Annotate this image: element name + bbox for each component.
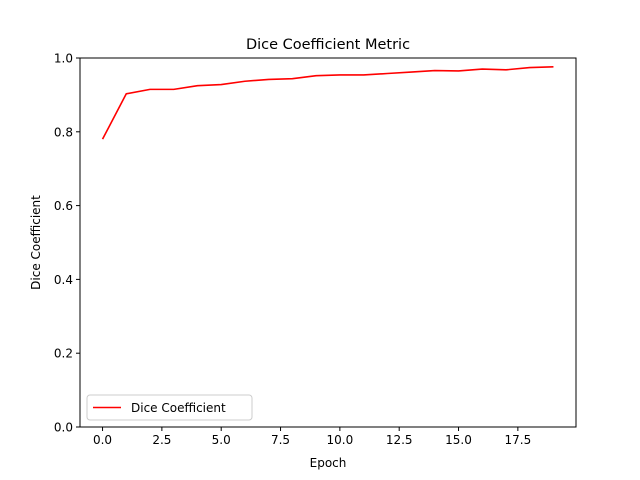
- x-tick-label: 7.5: [271, 433, 290, 447]
- data-point: [292, 78, 294, 80]
- data-point: [220, 84, 222, 86]
- y-axis-ticks: 0.0 0.2 0.4 0.6 0.8 1.0: [54, 52, 80, 435]
- data-point: [458, 70, 460, 72]
- data-point: [197, 85, 199, 87]
- x-axis-ticks: 0.0 2.5 5.0 7.5 10.0 12.5 15.0 17.5: [93, 427, 531, 447]
- x-tick-label: 17.5: [504, 433, 531, 447]
- x-axis-label: Epoch: [310, 456, 347, 470]
- x-tick-label: 12.5: [386, 433, 413, 447]
- legend-frame: [86, 394, 253, 421]
- plot-frame: [79, 57, 577, 428]
- y-tick-label: 1.0: [54, 52, 73, 66]
- y-tick-label: 0.4: [54, 273, 73, 287]
- y-axis-label: Dice Coefficient: [29, 195, 43, 290]
- data-point: [268, 79, 270, 81]
- data-point: [363, 74, 365, 76]
- x-tick-label: 15.0: [445, 433, 472, 447]
- legend-label-dice-coefficient: Dice Coefficient: [131, 401, 226, 415]
- legend: Dice Coefficient: [86, 394, 253, 421]
- y-tick-label: 0.0: [54, 421, 73, 435]
- data-point: [173, 88, 175, 90]
- data-point: [244, 80, 246, 82]
- data-point: [339, 74, 341, 76]
- data-point: [149, 88, 151, 90]
- data-point: [410, 71, 412, 73]
- series-layer: [101, 66, 555, 140]
- data-point: [315, 75, 317, 77]
- data-point: [125, 93, 127, 95]
- data-point: [481, 68, 483, 70]
- chart-title: Dice Coefficient Metric: [246, 37, 410, 53]
- x-tick-label: 5.0: [212, 433, 231, 447]
- data-point: [505, 69, 507, 71]
- y-tick-label: 0.8: [54, 125, 73, 139]
- data-point: [434, 70, 436, 72]
- data-point: [529, 67, 531, 69]
- y-tick-label: 0.6: [54, 199, 73, 213]
- x-tick-label: 2.5: [152, 433, 171, 447]
- data-point: [553, 66, 555, 68]
- x-tick-label: 0.0: [93, 433, 112, 447]
- data-point: [102, 138, 104, 140]
- x-tick-label: 10.0: [327, 433, 354, 447]
- data-point: [386, 73, 388, 75]
- y-tick-label: 0.2: [54, 347, 73, 361]
- series-line-dice-coefficient: [101, 66, 554, 140]
